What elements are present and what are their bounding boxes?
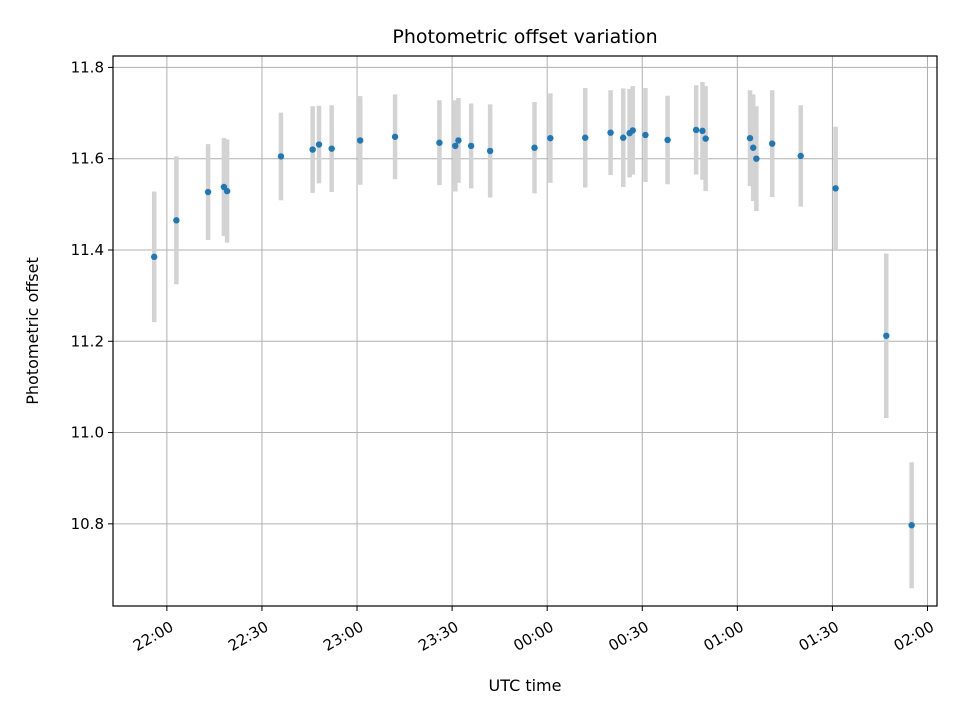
data-point bbox=[699, 127, 706, 135]
y-axis-ticks: 10.8 11.0 11.2 11.4 11.6 11.8 bbox=[71, 58, 113, 533]
data-point bbox=[223, 187, 231, 195]
data-point bbox=[455, 137, 462, 144]
data-point bbox=[753, 155, 760, 162]
data-point bbox=[357, 137, 364, 144]
y-tick-label: 10.8 bbox=[71, 515, 104, 533]
data-point bbox=[391, 133, 399, 140]
y-tick-label: 11.4 bbox=[71, 241, 104, 259]
data-point bbox=[582, 134, 589, 141]
data-point bbox=[620, 134, 627, 141]
data-point bbox=[832, 185, 839, 192]
data-point bbox=[204, 188, 212, 196]
data-point bbox=[467, 142, 475, 150]
data-point bbox=[277, 153, 285, 160]
data-point bbox=[908, 522, 915, 529]
data-point bbox=[749, 144, 757, 151]
data-point bbox=[702, 135, 709, 142]
data-point bbox=[309, 146, 316, 153]
data-point bbox=[664, 136, 671, 144]
y-tick-label: 11.6 bbox=[71, 150, 104, 168]
data-point bbox=[531, 144, 538, 151]
data-point bbox=[607, 129, 614, 136]
data-point bbox=[328, 145, 335, 152]
x-axis-title: UTC time bbox=[489, 676, 562, 695]
data-point bbox=[151, 253, 158, 261]
chart-title: Photometric offset variation bbox=[392, 26, 657, 48]
data-point bbox=[173, 217, 180, 224]
data-points bbox=[151, 126, 915, 529]
y-tick-label: 11.2 bbox=[71, 332, 104, 350]
data-point bbox=[769, 140, 776, 147]
plot-frame bbox=[112, 55, 938, 607]
data-point bbox=[629, 127, 636, 134]
y-axis-title: Photometric offset bbox=[23, 257, 42, 405]
data-point bbox=[547, 134, 554, 142]
y-tick-label: 11.8 bbox=[71, 58, 104, 76]
data-point bbox=[692, 126, 700, 134]
data-point bbox=[486, 147, 494, 155]
data-point bbox=[883, 332, 890, 339]
data-point bbox=[746, 134, 754, 142]
data-point bbox=[315, 141, 323, 148]
data-point bbox=[797, 152, 804, 160]
data-point bbox=[436, 139, 443, 146]
data-point bbox=[642, 131, 649, 139]
y-tick-label: 11.0 bbox=[71, 424, 104, 442]
grid bbox=[113, 56, 937, 606]
data-point bbox=[452, 142, 459, 150]
